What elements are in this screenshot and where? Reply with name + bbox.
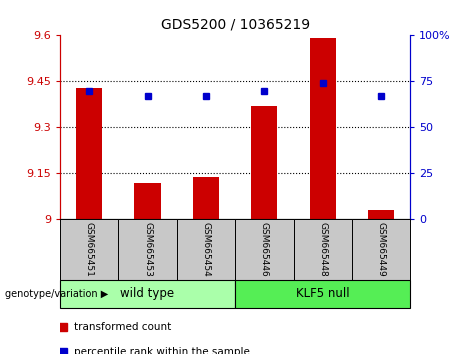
Text: wild type: wild type — [120, 287, 175, 300]
Bar — [193, 177, 219, 219]
Bar — [60, 219, 118, 280]
Bar — [76, 87, 102, 219]
Text: genotype/variation ▶: genotype/variation ▶ — [5, 289, 108, 299]
Bar — [368, 210, 394, 219]
Bar — [177, 219, 235, 280]
Bar — [352, 219, 410, 280]
Bar — [118, 219, 177, 280]
Text: percentile rank within the sample: percentile rank within the sample — [74, 347, 250, 354]
Bar — [310, 39, 336, 219]
Text: GSM665454: GSM665454 — [201, 222, 210, 277]
Bar — [294, 219, 352, 280]
Bar — [251, 106, 278, 219]
Text: GSM665451: GSM665451 — [85, 222, 94, 278]
Text: GSM665448: GSM665448 — [318, 222, 327, 277]
Bar — [235, 280, 410, 308]
Text: transformed count: transformed count — [74, 321, 171, 332]
Bar — [235, 219, 294, 280]
Title: GDS5200 / 10365219: GDS5200 / 10365219 — [160, 17, 310, 32]
Bar — [135, 183, 161, 219]
Text: GSM665449: GSM665449 — [377, 222, 385, 277]
Text: GSM665453: GSM665453 — [143, 222, 152, 278]
Bar — [60, 280, 235, 308]
Text: GSM665446: GSM665446 — [260, 222, 269, 277]
Text: KLF5 null: KLF5 null — [296, 287, 349, 300]
